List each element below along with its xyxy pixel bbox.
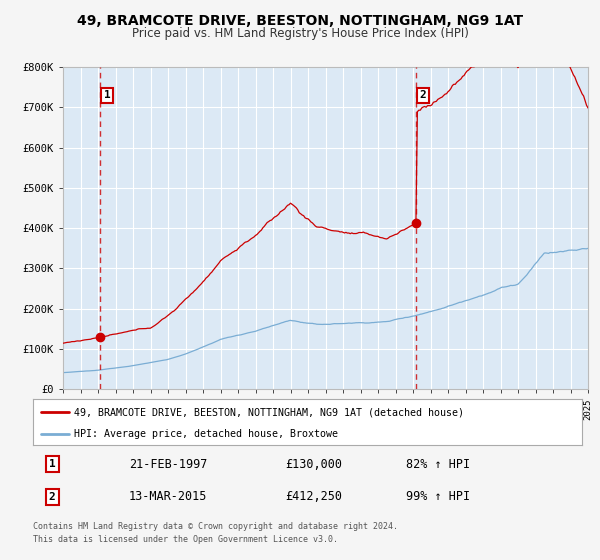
Text: 13-MAR-2015: 13-MAR-2015 bbox=[129, 491, 208, 503]
Text: 21-FEB-1997: 21-FEB-1997 bbox=[129, 458, 208, 470]
Text: 2: 2 bbox=[420, 90, 427, 100]
Text: 1: 1 bbox=[104, 90, 110, 100]
Text: 99% ↑ HPI: 99% ↑ HPI bbox=[406, 491, 470, 503]
Text: HPI: Average price, detached house, Broxtowe: HPI: Average price, detached house, Brox… bbox=[74, 429, 338, 438]
Text: £130,000: £130,000 bbox=[286, 458, 343, 470]
Text: 49, BRAMCOTE DRIVE, BEESTON, NOTTINGHAM, NG9 1AT: 49, BRAMCOTE DRIVE, BEESTON, NOTTINGHAM,… bbox=[77, 14, 523, 28]
Text: This data is licensed under the Open Government Licence v3.0.: This data is licensed under the Open Gov… bbox=[33, 535, 338, 544]
Text: 49, BRAMCOTE DRIVE, BEESTON, NOTTINGHAM, NG9 1AT (detached house): 49, BRAMCOTE DRIVE, BEESTON, NOTTINGHAM,… bbox=[74, 407, 464, 417]
Text: Contains HM Land Registry data © Crown copyright and database right 2024.: Contains HM Land Registry data © Crown c… bbox=[33, 522, 398, 531]
Text: 2: 2 bbox=[49, 492, 56, 502]
Text: £412,250: £412,250 bbox=[286, 491, 343, 503]
Text: Price paid vs. HM Land Registry's House Price Index (HPI): Price paid vs. HM Land Registry's House … bbox=[131, 27, 469, 40]
Text: 82% ↑ HPI: 82% ↑ HPI bbox=[406, 458, 470, 470]
Text: 1: 1 bbox=[49, 459, 56, 469]
